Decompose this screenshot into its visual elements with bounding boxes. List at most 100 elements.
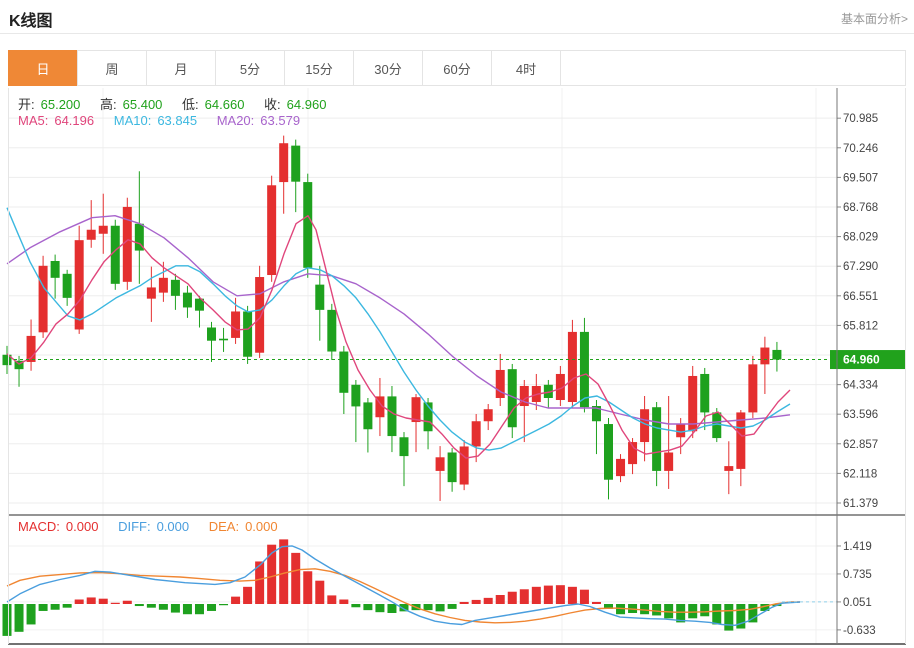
open-value: 65.200 (40, 97, 81, 112)
candle (724, 466, 734, 471)
macd-bar (616, 604, 626, 615)
price-tick-label: 69.507 (843, 172, 878, 184)
candle (616, 458, 626, 477)
macd-bar (591, 601, 601, 604)
close-value: 64.960 (286, 97, 327, 112)
current-price-badge-text: 64.960 (843, 353, 880, 367)
ma-readout: MA5: 64.196 MA10: 63.845 MA20: 63.579 (18, 113, 306, 128)
price-tick-label: 68.768 (843, 202, 878, 214)
ma5-label: MA5: (18, 113, 49, 128)
candle (182, 292, 192, 308)
close-label: 收: (264, 97, 281, 112)
macd-bar (567, 586, 577, 604)
candle (555, 373, 565, 401)
macd-bar (664, 604, 674, 619)
tab-60分[interactable]: 60分 (422, 50, 492, 86)
candle (62, 273, 72, 298)
candle (207, 327, 217, 341)
macd-bar (194, 604, 204, 615)
candle (2, 354, 12, 366)
diff-label: DIFF: (118, 519, 151, 534)
macd-bar (459, 601, 469, 604)
macd-bar (519, 589, 529, 604)
macd-bar (531, 586, 541, 604)
candle (676, 424, 686, 438)
candle (387, 396, 397, 437)
candle (411, 397, 421, 423)
ma10-label: MA10: (113, 113, 152, 128)
macd-bar (760, 604, 770, 611)
price-tick-label: 62.857 (843, 439, 878, 451)
macd-bar (255, 561, 265, 604)
macd-bar (291, 552, 301, 604)
macd-bar (98, 598, 108, 604)
candle (736, 412, 746, 469)
candle (363, 402, 373, 430)
candle (291, 145, 301, 182)
candle (519, 385, 529, 407)
candle (170, 279, 180, 296)
macd-bar (182, 604, 192, 615)
candle (459, 446, 469, 485)
macd-bar (652, 604, 662, 616)
tab-日[interactable]: 日 (8, 50, 78, 86)
macd-bar (86, 597, 96, 604)
ma10-value: 63.845 (157, 113, 198, 128)
candle (231, 311, 241, 338)
candle (399, 437, 409, 457)
macd-bar (471, 599, 481, 604)
macd-bar (14, 604, 24, 632)
candle (375, 396, 385, 418)
macd-bar (2, 604, 12, 636)
ma20-line (6, 214, 791, 425)
candle (38, 265, 48, 333)
macd-bar (62, 604, 72, 608)
candle (688, 375, 698, 432)
macd-bar (447, 604, 457, 609)
candle (628, 442, 638, 465)
macd-bar (543, 585, 553, 604)
macd-bar (351, 604, 361, 608)
candle (543, 384, 553, 399)
candle (591, 406, 601, 422)
dea-value: 0.000 (245, 519, 278, 534)
current-price-badge (830, 350, 906, 370)
tab-5分[interactable]: 5分 (215, 50, 285, 86)
candle (327, 309, 337, 352)
macd-label: MACD: (18, 519, 60, 534)
macd-bar (676, 604, 686, 623)
price-tick-label: 61.379 (843, 498, 878, 510)
macd-tick-label: 0.735 (843, 569, 872, 581)
macd-bar (231, 596, 241, 604)
candle (772, 349, 782, 360)
candle (122, 206, 132, 282)
tab-4时[interactable]: 4时 (491, 50, 561, 86)
ma-lines-layer (6, 207, 791, 459)
macd-bar (327, 595, 337, 604)
candle (134, 223, 144, 251)
macd-bar (688, 604, 698, 619)
tab-15分[interactable]: 15分 (284, 50, 354, 86)
candle (495, 369, 505, 399)
candle (423, 402, 433, 432)
fundamental-analysis-link[interactable]: 基本面分析> (840, 12, 908, 26)
tab-周[interactable]: 周 (77, 50, 147, 86)
candle (50, 260, 60, 278)
candle (194, 298, 204, 311)
macd-bar (640, 604, 650, 615)
tab-30分[interactable]: 30分 (353, 50, 423, 86)
tab-月[interactable]: 月 (146, 50, 216, 86)
candle (507, 369, 517, 428)
macd-tick-label: 0.051 (843, 597, 872, 609)
candle (640, 409, 650, 443)
topbar: K线图 基本面分析> (0, 0, 914, 34)
macd-bar (38, 604, 48, 611)
macd-bar (507, 591, 517, 604)
macd-bar (712, 604, 722, 625)
diff-line (6, 545, 801, 626)
candle (579, 331, 589, 408)
macd-bar (303, 571, 313, 604)
kline-chart-canvas[interactable]: 70.985 70.246 69.507 68.768 68.029 67.290 66.5… (0, 88, 914, 648)
candle (267, 185, 277, 276)
macd-bar (495, 595, 505, 604)
